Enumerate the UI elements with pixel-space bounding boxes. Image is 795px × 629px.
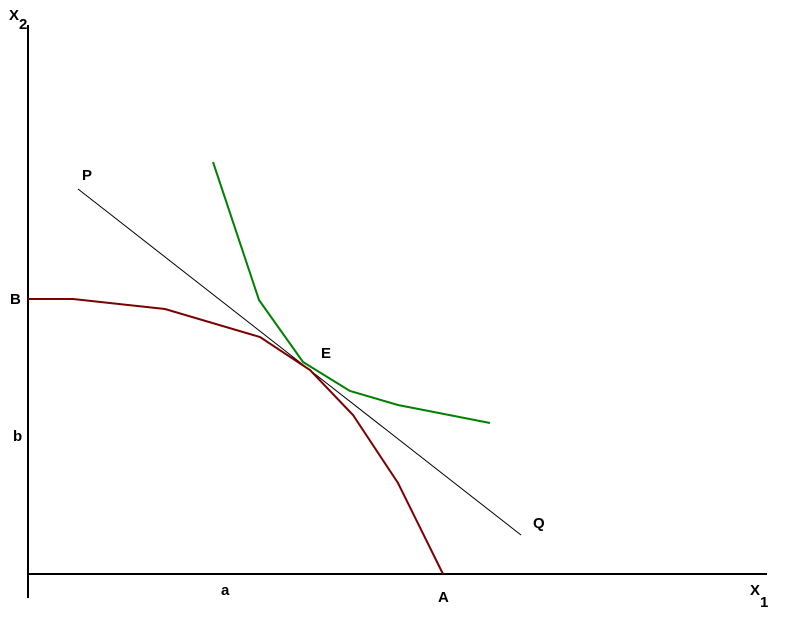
point-label: b — [13, 428, 22, 445]
point-label: A — [438, 589, 449, 606]
y-axis-label: X — [9, 7, 19, 24]
x-axis-subscript: 1 — [760, 594, 768, 611]
point-label: a — [221, 582, 230, 599]
x-axis-label: X — [750, 582, 760, 599]
point-label: B — [10, 291, 21, 308]
indifference-curve — [212, 161, 491, 424]
point-label: E — [321, 345, 331, 362]
point-label: Q — [533, 515, 545, 532]
production-curve — [28, 298, 444, 575]
y-axis-subscript: 2 — [19, 16, 27, 33]
point-label: P — [82, 167, 92, 184]
